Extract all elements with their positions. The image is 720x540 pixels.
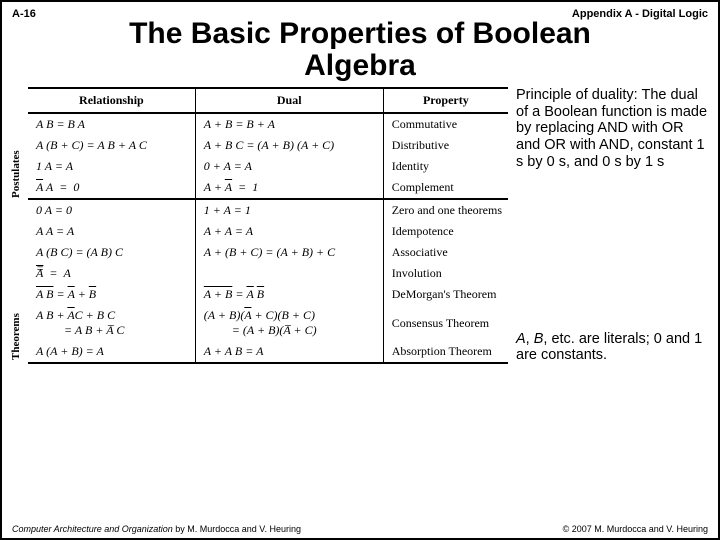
table-row: A A = A A + A = A Idempotence — [28, 221, 508, 242]
cell-prop: Identity — [383, 156, 508, 177]
title-line-2: Algebra — [12, 50, 708, 82]
cell-rel: A A = 0 — [28, 177, 195, 199]
side-label-theorems: Theorems — [10, 237, 22, 437]
cell-rel: A (A + B) = A — [28, 341, 195, 363]
cell-prop: Complement — [383, 177, 508, 199]
page-title: The Basic Properties of Boolean Algebra — [12, 18, 708, 81]
cell-rel: A A = A — [28, 221, 195, 242]
note-duality: Principle of duality: The dual of a Bool… — [516, 87, 708, 170]
side-label-postulates: Postulates — [10, 119, 22, 229]
cell-dual: A + B = B + A — [195, 113, 383, 135]
cell-dual: 0 + A = A — [195, 156, 383, 177]
cell-prop: Commutative — [383, 113, 508, 135]
cell-dual: A + B C = (A + B) (A + C) — [195, 135, 383, 156]
cell-prop: DeMorgan's Theorem — [383, 284, 508, 305]
cell-rel: A (B C) = (A B) C — [28, 242, 195, 263]
cell-rel: 0 A = 0 — [28, 199, 195, 221]
cell-dual: A + A = A — [195, 221, 383, 242]
cell-rel: A (B + C) = A B + A C — [28, 135, 195, 156]
table-row: A (B + C) = A B + A C A + B C = (A + B) … — [28, 135, 508, 156]
body-row: Postulates Theorems Relationship Dual Pr… — [12, 87, 708, 364]
col-relationship: Relationship — [28, 88, 195, 113]
table-row: 1 A = A 0 + A = A Identity — [28, 156, 508, 177]
notes-column: Principle of duality: The dual of a Bool… — [508, 87, 708, 364]
slide-page: A-16 Appendix A - Digital Logic The Basi… — [0, 0, 720, 540]
table-row: A A = 0 A + A = 1 Complement — [28, 177, 508, 199]
cell-dual: A + B = A B — [195, 284, 383, 305]
cell-dual: (A + B)(A + C)(B + C) = (A + B)(A̅ + C) — [195, 305, 383, 341]
cell-rel: A B + AC + B C = A B + A̅ C — [28, 305, 195, 341]
table-header-row: Relationship Dual Property — [28, 88, 508, 113]
cell-dual: A + (B + C) = (A + B) + C — [195, 242, 383, 263]
cell-prop: Absorption Theorem — [383, 341, 508, 363]
cell-rel: A B = A + B — [28, 284, 195, 305]
page-number: A-16 — [12, 8, 36, 20]
footer-left: Computer Architecture and Organization b… — [12, 524, 301, 534]
cell-rel: =A = A — [28, 263, 195, 284]
table-row: A B + AC + B C = A B + A̅ C (A + B)(A + … — [28, 305, 508, 341]
appendix-label: Appendix A - Digital Logic — [572, 8, 708, 20]
table-row: A (A + B) = A A + A B = A Absorption The… — [28, 341, 508, 363]
footer-row: Computer Architecture and Organization b… — [12, 524, 708, 534]
table-row: A (B C) = (A B) C A + (B + C) = (A + B) … — [28, 242, 508, 263]
cell-prop: Associative — [383, 242, 508, 263]
note-literals: A, B, etc. are literals; 0 and 1 are con… — [516, 331, 708, 364]
col-dual: Dual — [195, 88, 383, 113]
table-row: 0 A = 0 1 + A = 1 Zero and one theorems — [28, 199, 508, 221]
cell-rel: 1 A = A — [28, 156, 195, 177]
table-row: A B = B A A + B = B + A Commutative — [28, 113, 508, 135]
table-wrap: Postulates Theorems Relationship Dual Pr… — [12, 87, 508, 364]
properties-table: Relationship Dual Property A B = B A A +… — [28, 87, 508, 364]
col-property: Property — [383, 88, 508, 113]
cell-prop: Consensus Theorem — [383, 305, 508, 341]
cell-dual: A + A B = A — [195, 341, 383, 363]
cell-prop: Idempotence — [383, 221, 508, 242]
footer-right: © 2007 M. Murdocca and V. Heuring — [563, 524, 708, 534]
cell-dual: 1 + A = 1 — [195, 199, 383, 221]
cell-dual: A + A = 1 — [195, 177, 383, 199]
table-row: =A = A Involution — [28, 263, 508, 284]
cell-rel: A B = B A — [28, 113, 195, 135]
table-row: A B = A + B A + B = A B DeMorgan's Theor… — [28, 284, 508, 305]
cell-prop: Distributive — [383, 135, 508, 156]
cell-prop: Involution — [383, 263, 508, 284]
cell-dual — [195, 263, 383, 284]
cell-prop: Zero and one theorems — [383, 199, 508, 221]
title-line-1: The Basic Properties of Boolean — [12, 18, 708, 50]
